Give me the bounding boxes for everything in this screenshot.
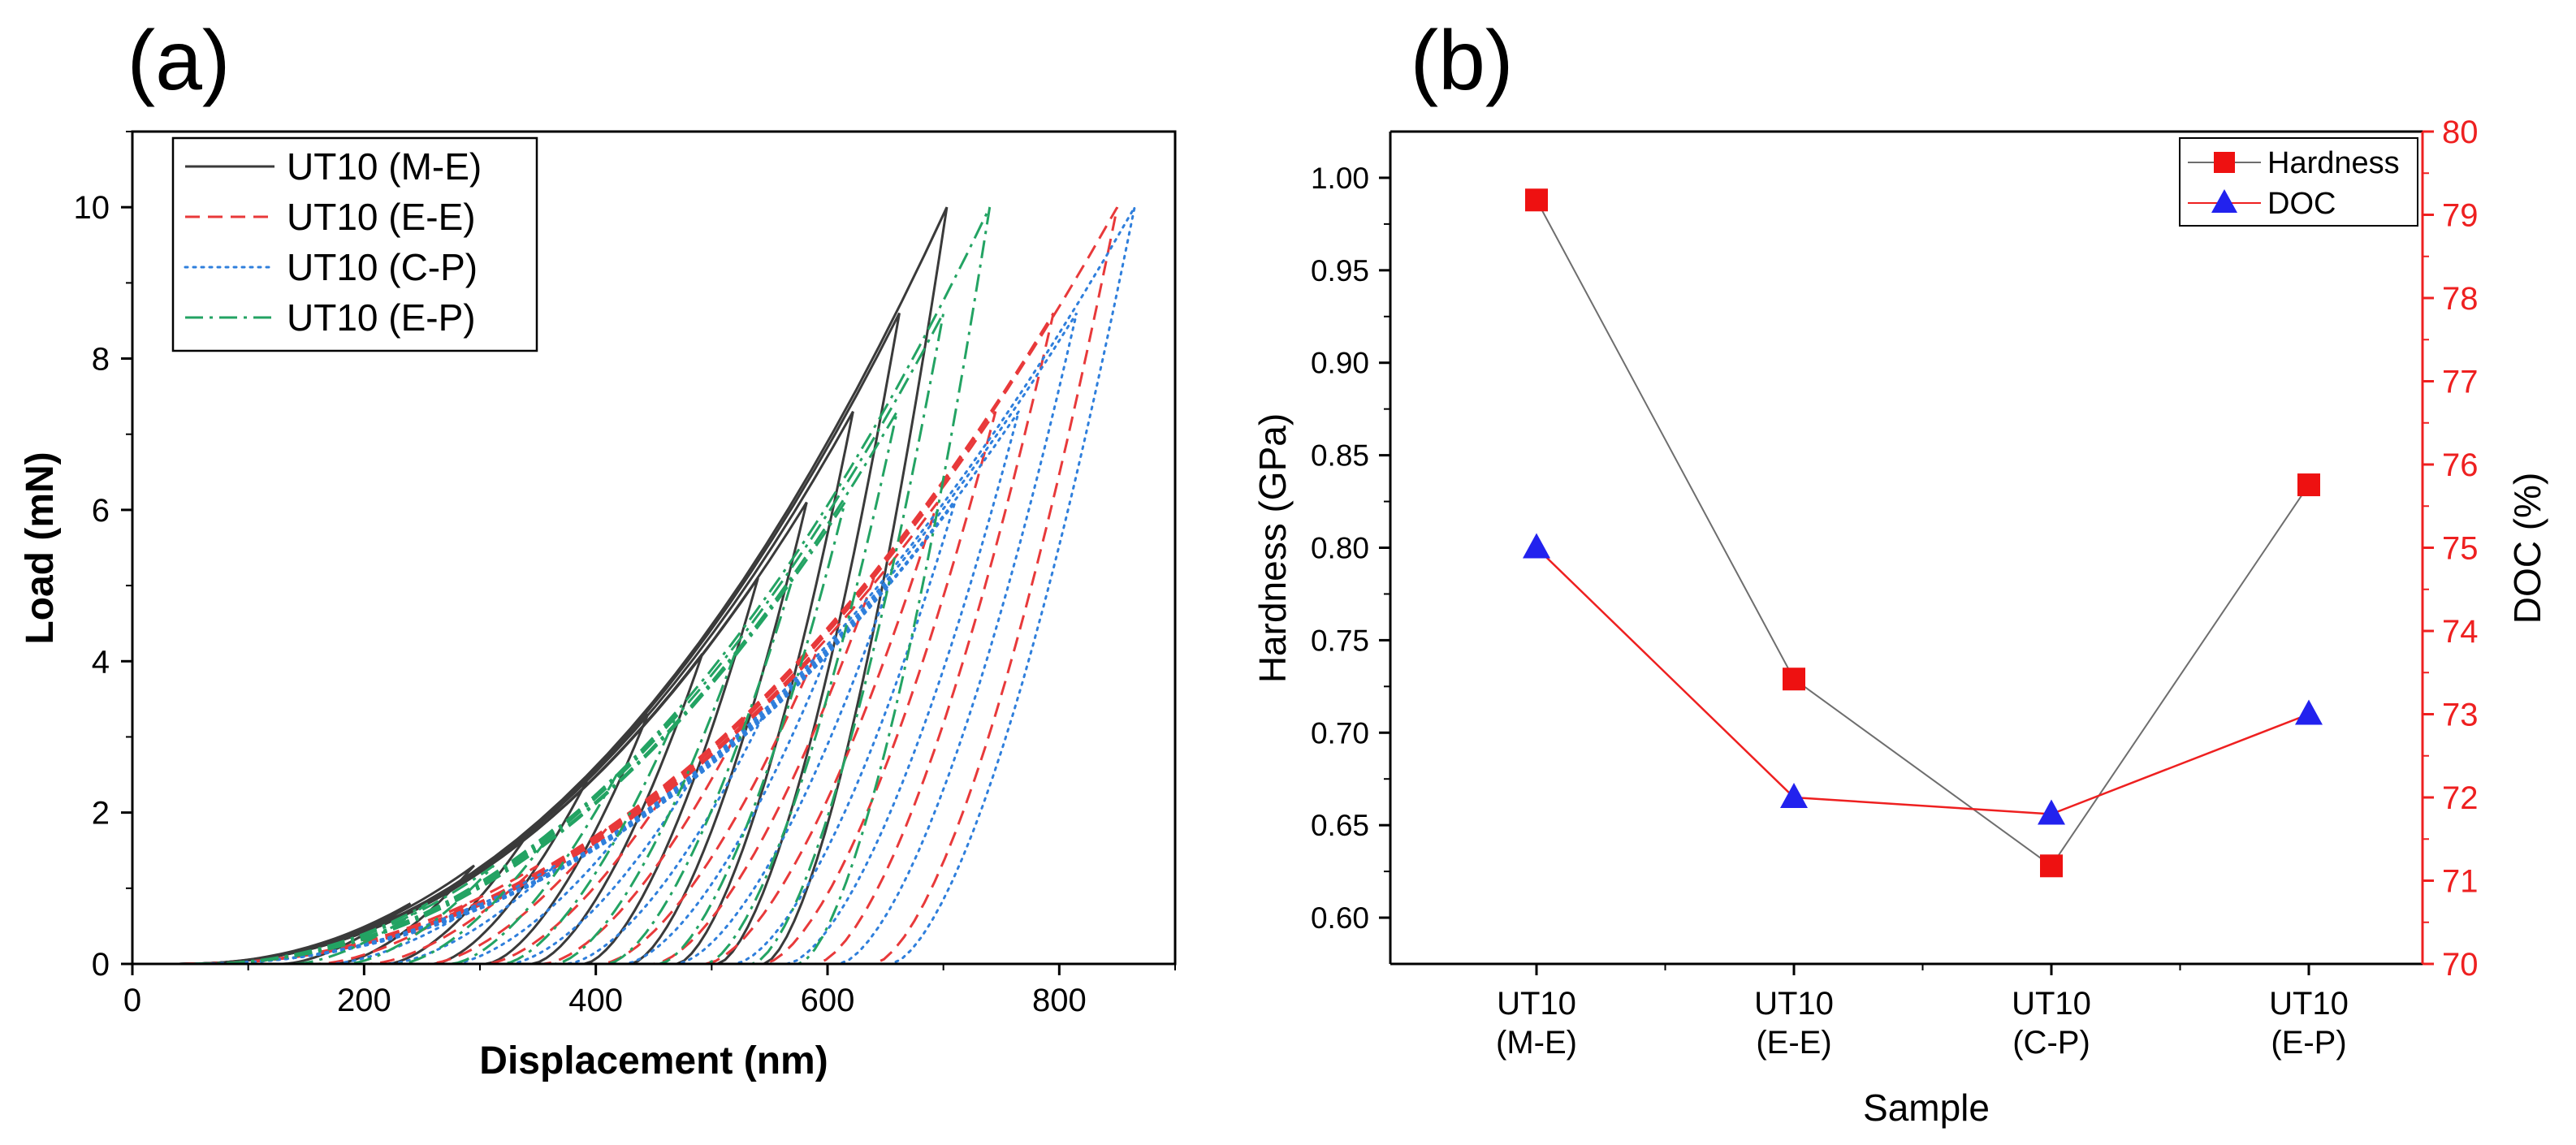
load-unload-cycle <box>192 902 429 964</box>
load-unload-cycle <box>183 652 818 964</box>
load-unload-cycle <box>183 312 1055 964</box>
load-unload-cycle <box>192 411 899 964</box>
x-axis-title: Displacement (nm) <box>479 1039 828 1082</box>
hardness-tick-label: 0.80 <box>1311 532 1369 565</box>
x-tick-label: 0 <box>123 983 141 1018</box>
load-unload-cycle <box>179 577 759 964</box>
doc-tick-label: 79 <box>2442 198 2479 234</box>
y-tick-label: 8 <box>92 342 110 378</box>
load-unload-cycle <box>179 411 854 964</box>
hardness-tick-label: 0.65 <box>1311 809 1369 842</box>
panel-a-label: (a) <box>127 14 230 108</box>
load-unload-cycle <box>187 312 1078 964</box>
y-tick-label: 0 <box>92 947 110 983</box>
doc-tick-label: 73 <box>2442 698 2479 733</box>
doc-marker <box>2295 699 2323 725</box>
x-tick-label: 800 <box>1032 983 1087 1018</box>
legend-label: UT10 (C-P) <box>287 246 478 288</box>
y-tick-label: 4 <box>92 644 110 680</box>
x-tick-label: 200 <box>337 983 391 1018</box>
x-tick-label: 400 <box>568 983 623 1018</box>
category-label-line1: UT10 <box>2012 986 2091 1022</box>
y-tick-label: 2 <box>92 796 110 832</box>
hardness-tick-label: 0.95 <box>1311 254 1369 287</box>
hardness-marker <box>2040 854 2063 878</box>
legend-hardness-marker <box>2214 152 2235 173</box>
y-tick-label: 6 <box>92 493 110 529</box>
load-unload-cycle <box>183 206 1119 964</box>
legend-box <box>171 136 538 352</box>
y-axis-title: Load (mN) <box>19 452 62 644</box>
x-tick-label: 600 <box>801 983 855 1018</box>
load-unload-cycle <box>192 501 846 964</box>
legend-label: UT10 (M-E) <box>287 145 482 188</box>
category-label-line1: UT10 <box>1754 986 1834 1022</box>
category-label-line2: (M-E) <box>1496 1025 1577 1061</box>
y-tick-label: 10 <box>74 190 110 226</box>
load-unload-cycle <box>187 501 957 964</box>
load-unload-cycle <box>183 501 939 964</box>
doc-tick-label: 75 <box>2442 531 2479 567</box>
hardness-tick-label: 0.85 <box>1311 439 1369 473</box>
hardness-line <box>1536 199 2310 867</box>
doc-tick-label: 72 <box>2442 780 2479 816</box>
doc-axis-title: DOC (%) <box>2506 473 2548 624</box>
doc-tick-label: 80 <box>2442 114 2479 150</box>
panel-b-label: (b) <box>1410 14 1513 108</box>
category-label-line2: (C-P) <box>2012 1025 2090 1061</box>
category-label-line2: (E-P) <box>2271 1025 2346 1061</box>
legend-label: UT10 (E-P) <box>287 296 476 339</box>
hardness-marker <box>2297 473 2320 497</box>
hardness-tick-label: 0.70 <box>1311 716 1369 750</box>
load-unload-cycle <box>187 577 893 964</box>
hardness-axis-title: Hardness (GPa) <box>1251 413 1294 683</box>
hardness-tick-label: 0.75 <box>1311 624 1369 657</box>
doc-marker <box>1523 533 1550 559</box>
load-unload-cycle <box>187 410 1020 964</box>
load-unload-cycle <box>192 206 992 964</box>
hardness-tick-label: 0.60 <box>1311 901 1369 935</box>
doc-tick-label: 78 <box>2442 281 2479 317</box>
doc-tick-label: 70 <box>2442 947 2479 983</box>
category-label-line2: (E-E) <box>1756 1025 1831 1061</box>
legend-doc-marker <box>2211 189 2237 213</box>
legend-hardness-label: Hardness <box>2267 146 2400 180</box>
load-unload-cycle <box>183 713 748 964</box>
doc-tick-label: 77 <box>2442 365 2479 400</box>
legend-doc-label: DOC <box>2267 187 2336 221</box>
load-unload-cycle <box>187 652 829 964</box>
load-unload-cycle <box>192 773 618 964</box>
panel-a-axes-frame <box>131 130 1177 966</box>
hardness-marker <box>1525 188 1548 212</box>
load-unload-cycle <box>192 312 945 964</box>
doc-marker <box>2038 799 2065 825</box>
hardness-tick-label: 1.00 <box>1311 162 1369 195</box>
load-unload-cycle <box>187 206 1136 964</box>
load-unload-cycle <box>187 713 765 964</box>
load-unload-cycle <box>179 312 901 964</box>
legend-label: UT10 (E-E) <box>287 196 476 238</box>
category-label-line1: UT10 <box>2269 986 2349 1022</box>
load-curves-4 <box>192 206 992 964</box>
doc-line <box>1536 547 2310 815</box>
hardness-tick-label: 0.90 <box>1311 347 1369 380</box>
load-unload-cycle <box>183 773 678 964</box>
doc-tick-label: 74 <box>2442 614 2479 650</box>
load-unload-cycle <box>179 206 949 964</box>
x-axis-title: Sample <box>1863 1087 1990 1129</box>
doc-marker <box>1780 783 1808 808</box>
category-label-line1: UT10 <box>1497 986 1576 1022</box>
doc-tick-label: 76 <box>2442 447 2479 483</box>
doc-tick-label: 71 <box>2442 864 2479 900</box>
load-unload-cycle <box>183 577 875 964</box>
hardness-marker <box>1783 668 1805 691</box>
